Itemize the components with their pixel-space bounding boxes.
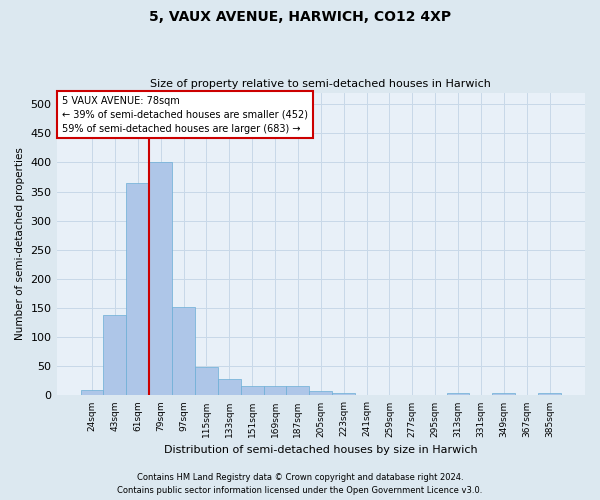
Bar: [286, 386, 310, 396]
Text: 5 VAUX AVENUE: 78sqm
← 39% of semi-detached houses are smaller (452)
59% of semi: 5 VAUX AVENUE: 78sqm ← 39% of semi-detac…: [62, 96, 308, 134]
Text: Contains HM Land Registry data © Crown copyright and database right 2024.
Contai: Contains HM Land Registry data © Crown c…: [118, 474, 482, 495]
Bar: [446, 392, 469, 396]
Bar: [149, 162, 172, 396]
Bar: [127, 183, 149, 396]
Bar: [241, 386, 263, 396]
Y-axis label: Number of semi-detached properties: Number of semi-detached properties: [15, 148, 25, 340]
X-axis label: Distribution of semi-detached houses by size in Harwich: Distribution of semi-detached houses by …: [164, 445, 478, 455]
Bar: [332, 392, 355, 396]
Title: Size of property relative to semi-detached houses in Harwich: Size of property relative to semi-detach…: [151, 79, 491, 89]
Bar: [310, 391, 332, 396]
Bar: [172, 307, 195, 396]
Bar: [538, 392, 561, 396]
Bar: [493, 392, 515, 396]
Text: 5, VAUX AVENUE, HARWICH, CO12 4XP: 5, VAUX AVENUE, HARWICH, CO12 4XP: [149, 10, 451, 24]
Bar: [195, 368, 218, 396]
Bar: [103, 315, 127, 396]
Bar: [80, 390, 103, 396]
Bar: [263, 386, 286, 396]
Bar: [218, 379, 241, 396]
